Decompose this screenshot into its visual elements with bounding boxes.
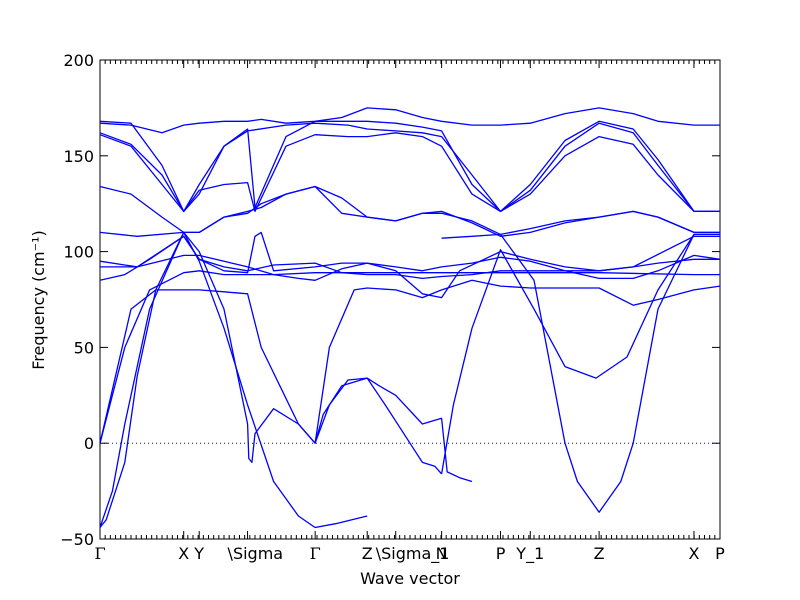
x-tick-label: P <box>715 544 725 563</box>
band-line-15 <box>314 377 443 475</box>
band-line-7 <box>99 231 720 299</box>
y-axis: −50 0 50 100 150 200 <box>60 51 720 549</box>
x-tick-label: Z <box>594 544 605 563</box>
band-line-16 <box>440 233 720 475</box>
x-tick-label: Y <box>193 544 204 563</box>
band-line-10 <box>99 132 720 213</box>
x-axis: Γ X Y \Sigma Γ Z \Sigma_1N P Y_1 Z X P <box>94 60 725 564</box>
y-tick-label: 150 <box>63 147 94 166</box>
band-line-13 <box>99 120 720 213</box>
band-line-2 <box>99 231 368 529</box>
y-tick-label: 50 <box>74 338 94 357</box>
bands-layer <box>99 107 721 529</box>
y-axis-label: Frequency (cm⁻¹) <box>29 230 48 369</box>
x-tick-label: Γ <box>310 544 321 563</box>
band-line-6 <box>100 254 721 281</box>
band-line-9 <box>99 185 720 236</box>
y-tick-label: 100 <box>63 243 94 262</box>
x-tick-label: Z <box>362 544 373 563</box>
x-tick-label: Γ <box>94 544 105 563</box>
y-tick-label: −50 <box>60 530 94 549</box>
plot-area <box>99 59 721 540</box>
x-tick-label: X <box>178 544 189 563</box>
x-tick-label: Y_1 <box>515 544 544 564</box>
band-line-3 <box>99 270 720 444</box>
x-tick-label: \Sigma_1 <box>376 544 450 564</box>
band-line-1 <box>99 231 316 528</box>
band-line-4 <box>99 279 721 444</box>
band-line-11 <box>99 122 720 213</box>
band-line-17 <box>441 233 720 513</box>
x-tick-label: N <box>436 544 448 563</box>
x-axis-label: Wave vector <box>360 569 460 588</box>
x-tick-label: \Sigma <box>228 544 284 563</box>
y-tick-label: 0 <box>84 434 94 453</box>
y-tick-label: 200 <box>63 51 94 70</box>
band-line-14 <box>314 377 473 483</box>
x-tick-label: X <box>688 544 699 563</box>
x-tick-label: P <box>496 544 506 563</box>
band-line-12 <box>99 107 720 134</box>
